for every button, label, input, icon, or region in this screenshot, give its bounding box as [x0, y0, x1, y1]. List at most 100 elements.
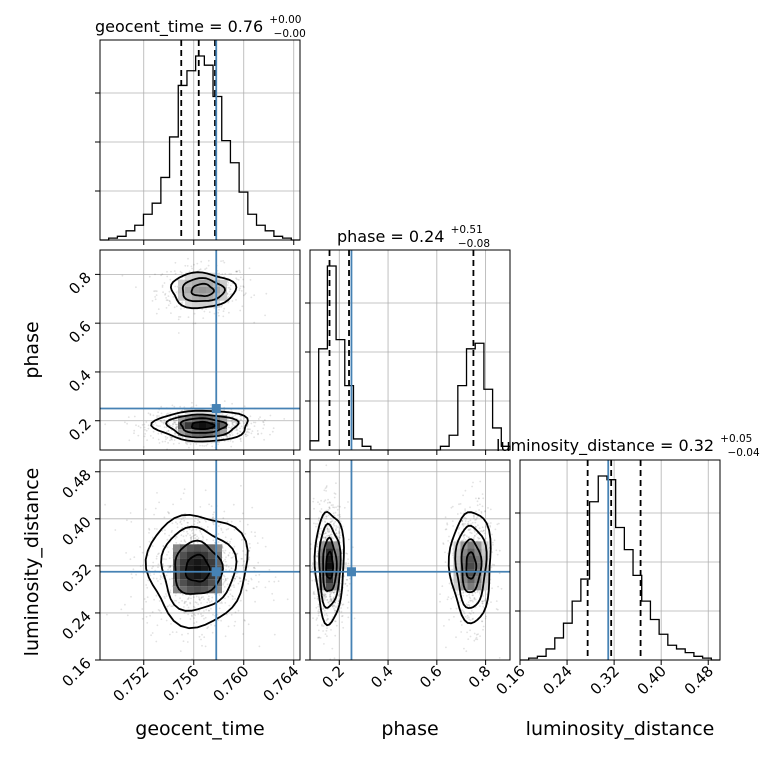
scatter-point — [217, 443, 220, 446]
density-cell — [474, 555, 482, 563]
scatter-point — [329, 595, 332, 598]
scatter-point — [337, 505, 339, 508]
density-cell — [187, 565, 194, 573]
scatter-point — [347, 601, 350, 604]
scatter-point — [170, 437, 172, 439]
scatter-point — [240, 419, 243, 421]
scatter-point — [264, 586, 267, 589]
scatter-point — [209, 404, 212, 406]
density-panel-geocent_time-phase: 0.20.40.60.8 — [65, 249, 301, 455]
scatter-point — [333, 607, 335, 610]
scatter-point — [146, 622, 149, 624]
scatter-point — [160, 412, 163, 415]
scatter-point — [175, 425, 178, 428]
scatter-point — [189, 602, 192, 605]
ylabel-phase: phase — [21, 321, 43, 378]
scatter-point — [317, 579, 319, 581]
scatter-point — [262, 420, 264, 423]
scatter-point — [193, 541, 196, 544]
scatter-point — [238, 289, 241, 292]
scatter-point — [161, 440, 164, 443]
scatter-point — [331, 647, 334, 650]
density-cell — [326, 555, 334, 563]
density-cell — [453, 583, 461, 591]
scatter-point — [104, 503, 106, 506]
scatter-point — [145, 584, 148, 586]
scatter-point — [174, 421, 177, 424]
scatter-point — [488, 547, 491, 550]
scatter-point — [169, 565, 171, 567]
scatter-point — [130, 521, 133, 523]
scatter-point — [172, 443, 175, 445]
scatter-point — [498, 657, 501, 659]
scatter-point — [180, 540, 183, 542]
scatter-point — [193, 523, 196, 526]
scatter-point — [173, 405, 176, 408]
scatter-point — [160, 405, 163, 408]
scatter-point — [249, 428, 251, 431]
scatter-point — [268, 568, 271, 571]
scatter-point — [226, 436, 228, 438]
y-tick-label: 0.8 — [65, 268, 95, 298]
scatter-point — [319, 510, 321, 513]
scatter-point — [241, 411, 244, 413]
scatter-point — [194, 537, 197, 539]
scatter-point — [224, 560, 227, 563]
scatter-point — [189, 443, 192, 446]
scatter-point — [186, 521, 189, 524]
scatter-point — [313, 591, 315, 593]
density-cell — [481, 576, 489, 584]
scatter-point — [171, 605, 174, 608]
scatter-point — [468, 612, 471, 614]
scatter-point — [464, 534, 466, 536]
density-cell — [199, 300, 206, 308]
scatter-point — [484, 526, 487, 528]
scatter-point — [226, 418, 229, 421]
scatter-point — [167, 511, 170, 514]
scatter-point — [318, 608, 320, 611]
scatter-point — [233, 555, 236, 557]
scatter-point — [129, 512, 132, 514]
scatter-point — [476, 517, 478, 519]
scatter-point — [330, 599, 332, 602]
scatter-point — [175, 426, 178, 429]
scatter-point — [317, 629, 320, 632]
scatter-point — [473, 535, 476, 537]
contour-level — [174, 539, 224, 595]
scatter-point — [198, 521, 201, 524]
scatter-point — [174, 419, 177, 422]
scatter-point — [234, 620, 237, 623]
scatter-point — [197, 519, 200, 522]
scatter-point — [224, 272, 227, 275]
scatter-point — [147, 424, 150, 427]
scatter-point — [330, 599, 333, 602]
scatter-point — [256, 430, 259, 432]
density-cell — [201, 551, 208, 559]
scatter-point — [245, 431, 248, 434]
scatter-point — [477, 590, 479, 592]
scatter-point — [471, 618, 474, 621]
scatter-point — [326, 527, 329, 529]
scatter-point — [315, 619, 318, 621]
scatter-point — [319, 533, 322, 536]
scatter-point — [327, 514, 330, 517]
scatter-point — [155, 555, 158, 558]
density-cell — [194, 558, 201, 566]
scatter-point — [329, 594, 331, 596]
scatter-point — [170, 605, 173, 608]
scatter-point — [312, 500, 315, 503]
density-cell — [178, 415, 185, 423]
scatter-point — [463, 516, 466, 519]
scatter-point — [190, 614, 193, 617]
scatter-point — [193, 622, 196, 624]
density-cell — [333, 548, 341, 556]
scatter-point — [206, 593, 209, 595]
scatter-point — [212, 523, 215, 526]
scatter-point — [316, 555, 318, 557]
scatter-point — [226, 577, 229, 580]
scatter-point — [221, 602, 223, 605]
density-cell — [194, 565, 201, 573]
scatter-point — [333, 604, 336, 607]
scatter-point — [167, 551, 170, 553]
scatter-point — [175, 423, 178, 426]
